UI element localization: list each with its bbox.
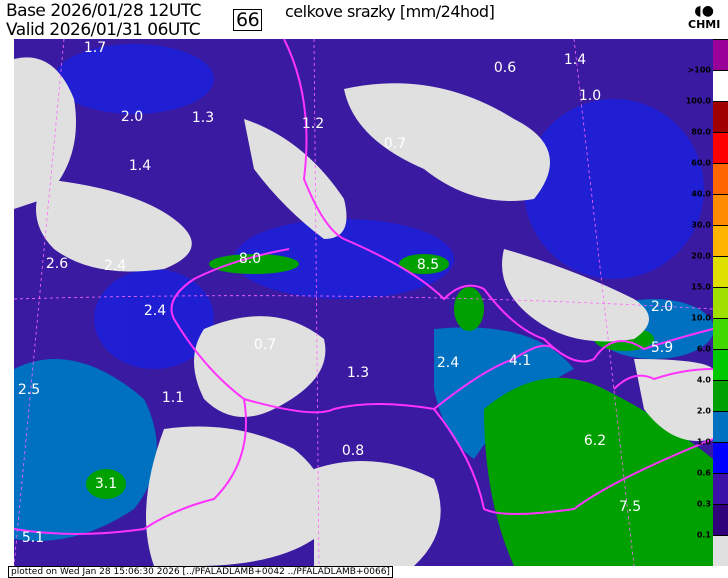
colorbar-label: 1.0 xyxy=(696,437,711,447)
chmi-logo-icon: ◖● xyxy=(694,3,714,19)
colorbar-label: 40.0 xyxy=(691,189,711,199)
value-label: 8.5 xyxy=(416,257,440,273)
value-label: 2.6 xyxy=(45,256,69,272)
colorbar-label: 60.0 xyxy=(691,158,711,168)
colorbar-label: 80.0 xyxy=(691,127,711,137)
value-label: 8.0 xyxy=(238,251,262,267)
colorbar-swatch xyxy=(713,194,728,225)
colorbar-swatch xyxy=(713,349,728,380)
colorbar-label: 20.0 xyxy=(691,251,711,261)
colorbar-swatch xyxy=(713,535,728,566)
value-label: 0.7 xyxy=(253,337,277,353)
base-time: Base 2026/01/28 12UTC xyxy=(6,1,202,21)
colorbar-label: 0.3 xyxy=(696,499,711,509)
colorbar-label: 6.0 xyxy=(696,344,711,354)
value-label: 5.1 xyxy=(21,530,45,546)
colorbar-label: 10.0 xyxy=(691,313,711,323)
value-label: 1.4 xyxy=(563,52,587,68)
valid-time: Valid 2026/01/31 06UTC xyxy=(6,20,201,40)
colorbar-label: 100.0 xyxy=(685,96,711,106)
value-label: 3.1 xyxy=(94,476,118,492)
chmi-logo: ◖● CHMI xyxy=(688,4,720,31)
value-label: 2.5 xyxy=(17,382,41,398)
value-label: 1.2 xyxy=(301,116,325,132)
colorbar-swatch xyxy=(713,504,728,535)
chmi-logo-text: CHMI xyxy=(688,18,721,31)
colorbar-swatch xyxy=(713,39,728,70)
colorbar-swatch xyxy=(713,473,728,504)
value-label: 1.3 xyxy=(191,110,215,126)
colorbar-label: 30.0 xyxy=(691,220,711,230)
colorbar-label: 15.0 xyxy=(691,282,711,292)
value-label: 1.1 xyxy=(161,390,185,406)
grid-lines xyxy=(14,39,713,566)
value-label: 1.4 xyxy=(128,158,152,174)
forecast-hour-box: 66 xyxy=(233,9,263,31)
value-label: 5.9 xyxy=(650,340,674,356)
colorbar-swatch xyxy=(713,442,728,473)
colorbar-swatch xyxy=(713,318,728,349)
value-label: 1.3 xyxy=(346,365,370,381)
colorbar-swatch xyxy=(713,380,728,411)
value-label: 0.7 xyxy=(383,136,407,152)
colorbar xyxy=(713,39,728,566)
colorbar-label: 0.1 xyxy=(696,530,711,540)
value-label: 0.8 xyxy=(341,443,365,459)
value-label: 1.0 xyxy=(578,88,602,104)
plot-footer: plotted on Wed Jan 28 15:06:30 2026 [../… xyxy=(8,566,393,578)
colorbar-swatch xyxy=(713,411,728,442)
value-label: 2.4 xyxy=(436,355,460,371)
value-label: 7.5 xyxy=(618,499,642,515)
precipitation-map xyxy=(14,39,713,566)
light-precip-areas xyxy=(54,44,704,369)
country-borders xyxy=(14,39,713,535)
value-label: 2.4 xyxy=(103,258,127,274)
colorbar-label: 2.0 xyxy=(696,406,711,416)
colorbar-swatch xyxy=(713,225,728,256)
value-label: 1.7 xyxy=(83,40,107,56)
colorbar-swatch xyxy=(713,287,728,318)
colorbar-swatch xyxy=(713,132,728,163)
map-title: celkove srazky [mm/24hod] xyxy=(285,2,495,21)
value-label: 2.0 xyxy=(120,109,144,125)
colorbar-label: >100 xyxy=(687,65,711,75)
colorbar-swatch xyxy=(713,101,728,132)
colorbar-swatch xyxy=(713,256,728,287)
value-label: 4.1 xyxy=(508,353,532,369)
value-label: 0.6 xyxy=(493,60,517,76)
value-label: 2.0 xyxy=(650,299,674,315)
colorbar-swatch xyxy=(713,163,728,194)
value-label: 6.2 xyxy=(583,433,607,449)
colorbar-label: 4.0 xyxy=(696,375,711,385)
value-label: 2.4 xyxy=(143,303,167,319)
colorbar-swatch xyxy=(713,70,728,101)
colorbar-label: 0.6 xyxy=(696,468,711,478)
dry-areas xyxy=(14,57,713,566)
